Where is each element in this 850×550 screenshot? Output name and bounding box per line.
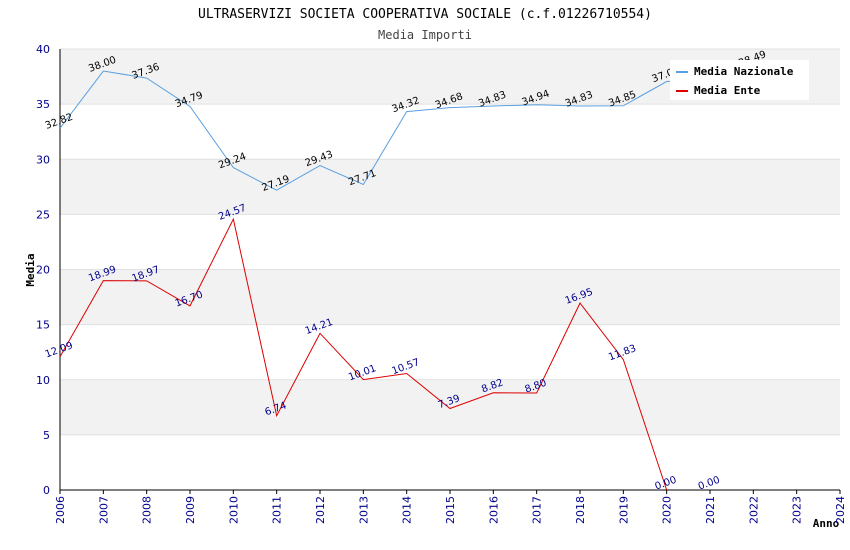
x-tick-labels: 2006 2007 2008 2009 2010 2011 2012 2013 2014 2015… (54, 490, 847, 524)
band-6 (60, 104, 840, 160)
x-tick-label: 2012 (314, 496, 327, 524)
y-tick-label: 10 (36, 374, 50, 387)
series-line-media-ente (59, 217, 668, 491)
y-axis-title: Media (24, 253, 37, 286)
y-tick-label: 20 (36, 264, 50, 277)
x-tick-label: 2006 (54, 496, 67, 524)
y-tick-labels: 0 5 10 15 20 25 30 35 40 (36, 43, 50, 497)
y-tick-label: 30 (36, 153, 50, 166)
band-3 (60, 269, 840, 325)
y-tick-label: 35 (36, 98, 50, 111)
legend: Media Nazionale Media Ente (670, 60, 809, 100)
x-tick-label: 2024 (834, 496, 847, 524)
legend-label-media-nazionale: Media Nazionale (694, 65, 794, 78)
chart-title: ULTRASERVIZI SOCIETA COOPERATIVA SOCIALE… (198, 7, 652, 22)
series-line-media-nazionale (59, 65, 754, 191)
x-tick-label: 2016 (487, 496, 500, 524)
x-tick-label: 2017 (531, 496, 544, 524)
x-tick-label: 2019 (617, 496, 630, 524)
x-tick-label: 2023 (791, 496, 804, 524)
x-tick-label: 2007 (97, 496, 110, 524)
y-tick-label: 0 (43, 484, 50, 497)
x-tick-label: 2022 (747, 496, 760, 524)
x-tick-label: 2021 (704, 496, 717, 524)
band-5 (60, 159, 840, 215)
x-tick-label: 2009 (184, 496, 197, 524)
x-tick-label: 2015 (444, 496, 457, 524)
x-tick-label: 2014 (401, 496, 414, 524)
x-axis-title: Anno (813, 517, 840, 530)
x-tick-label: 2020 (661, 496, 674, 524)
band-1 (60, 379, 840, 435)
legend-box (670, 60, 809, 100)
y-tick-label: 15 (36, 319, 50, 332)
x-tick-label: 2011 (271, 496, 284, 524)
band-4 (60, 214, 840, 270)
y-tick-label: 25 (36, 208, 50, 221)
y-tick-label: 40 (36, 43, 50, 56)
chart-subtitle: Media Importi (378, 28, 472, 42)
y-tick-label: 5 (43, 429, 50, 442)
x-tick-label: 2013 (357, 496, 370, 524)
x-tick-label: 2018 (574, 496, 587, 524)
x-tick-label: 2010 (227, 496, 240, 524)
x-tick-label: 2008 (141, 496, 154, 524)
band-0 (60, 434, 840, 490)
plot-background-bands (60, 49, 840, 490)
legend-label-media-ente: Media Ente (694, 84, 761, 97)
band-2 (60, 324, 840, 380)
